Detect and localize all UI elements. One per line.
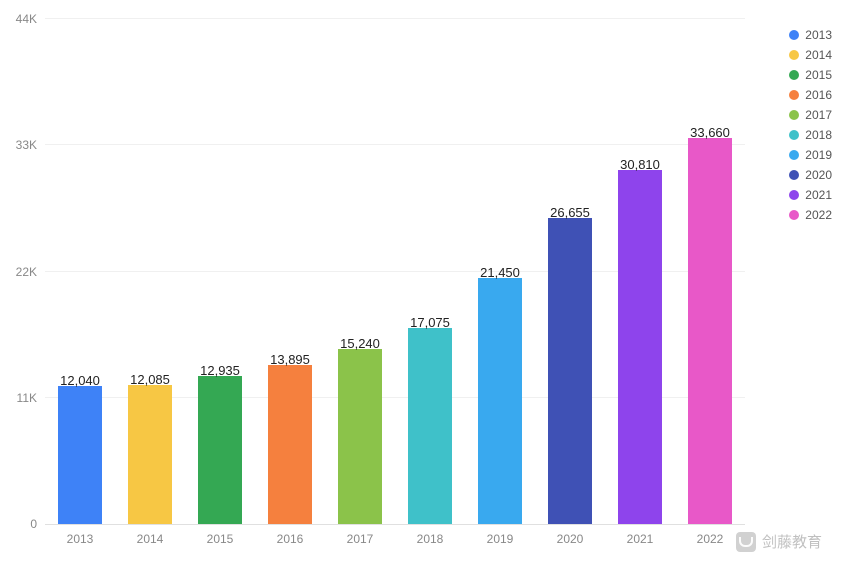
legend-dot-icon [789,110,799,120]
bar-slot: 12,9352015 [185,20,255,524]
legend-dot-icon [789,210,799,220]
legend-label: 2019 [805,148,832,162]
x-tick-label: 2017 [347,532,374,546]
y-tick-label: 22K [5,265,37,279]
legend-dot-icon [789,50,799,60]
y-tick-label: 44K [5,12,37,26]
legend-item[interactable]: 2013 [789,28,832,42]
legend-label: 2013 [805,28,832,42]
legend-dot-icon [789,190,799,200]
legend-item[interactable]: 2022 [789,208,832,222]
x-tick-label: 2021 [627,532,654,546]
chart-container: 0 11K 22K 33K 44K 12,040201312,085201412,935… [0,0,842,568]
legend-item[interactable]: 2017 [789,108,832,122]
bar-slot: 12,0402013 [45,20,115,524]
y-tick-label: 11K [5,391,37,405]
legend-dot-icon [789,150,799,160]
legend-dot-icon [789,90,799,100]
legend-item[interactable]: 2015 [789,68,832,82]
watermark-text: 剑藤教育 [762,531,822,552]
legend-dot-icon [789,170,799,180]
grid-line [45,18,745,19]
legend-item[interactable]: 2020 [789,168,832,182]
x-tick-label: 2016 [277,532,304,546]
x-tick-label: 2014 [137,532,164,546]
bar[interactable] [618,170,663,524]
x-tick-label: 2020 [557,532,584,546]
bar[interactable] [338,349,383,524]
legend-label: 2016 [805,88,832,102]
legend-label: 2017 [805,108,832,122]
legend-dot-icon [789,130,799,140]
bar-slot: 30,8102021 [605,20,675,524]
legend: 2013 2014 2015 2016 2017 2018 2019 2020 2021 2022 [789,28,832,228]
wechat-icon [736,532,756,552]
legend-item[interactable]: 2018 [789,128,832,142]
legend-dot-icon [789,30,799,40]
plot-area: 011K22K33K44K 12,040201312,085201412,935… [45,20,745,525]
y-tick-label: 0 [5,517,37,531]
bar[interactable] [478,278,523,524]
legend-label: 2022 [805,208,832,222]
bar-slot: 12,0852014 [115,20,185,524]
legend-label: 2014 [805,48,832,62]
bar[interactable] [408,328,453,524]
x-tick-label: 2013 [67,532,94,546]
bar-slot: 17,0752018 [395,20,465,524]
bar[interactable] [198,376,243,524]
x-tick-label: 2018 [417,532,444,546]
watermark: 剑藤教育 [736,531,822,552]
x-tick-label: 2015 [207,532,234,546]
legend-label: 2015 [805,68,832,82]
legend-label: 2020 [805,168,832,182]
legend-item[interactable]: 2019 [789,148,832,162]
x-tick-label: 2019 [487,532,514,546]
x-tick-label: 2022 [697,532,724,546]
legend-dot-icon [789,70,799,80]
legend-item[interactable]: 2021 [789,188,832,202]
bar-slot: 33,6602022 [675,20,745,524]
bar-slot: 26,6552020 [535,20,605,524]
bar[interactable] [58,386,103,524]
legend-label: 2018 [805,128,832,142]
bar-slot: 13,8952016 [255,20,325,524]
legend-item[interactable]: 2016 [789,88,832,102]
legend-label: 2021 [805,188,832,202]
bar[interactable] [268,365,313,524]
bar[interactable] [128,385,173,524]
bar-slot: 15,2402017 [325,20,395,524]
bar[interactable] [688,138,733,524]
bars-group: 12,040201312,085201412,935201513,8952016… [45,20,745,524]
bar[interactable] [548,218,593,524]
bar-slot: 21,4502019 [465,20,535,524]
legend-item[interactable]: 2014 [789,48,832,62]
y-tick-label: 33K [5,138,37,152]
